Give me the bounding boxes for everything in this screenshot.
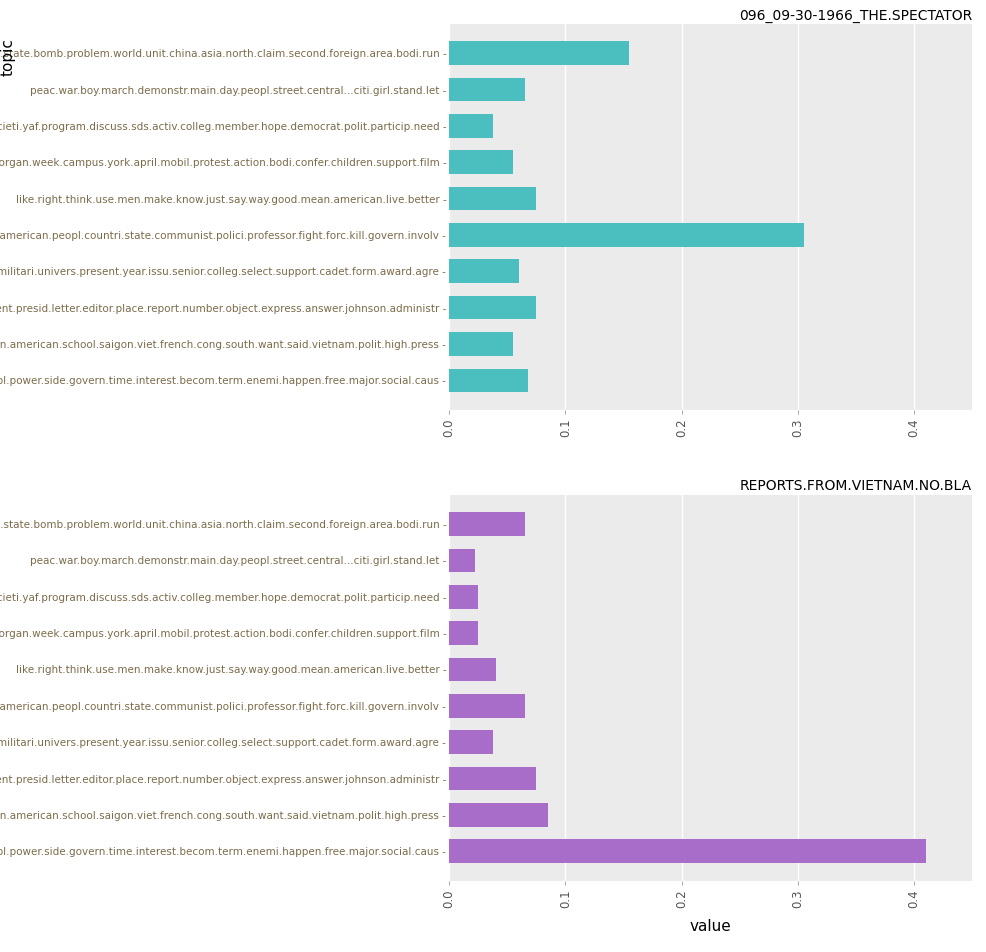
Bar: [449, 840, 925, 863]
Bar: [449, 694, 525, 718]
X-axis label: value: value: [689, 920, 731, 934]
Text: topic: topic: [0, 38, 16, 76]
Bar: [449, 260, 519, 283]
Text: 096_09-30-1966_THE.SPECTATOR: 096_09-30-1966_THE.SPECTATOR: [739, 9, 971, 23]
Bar: [449, 512, 525, 536]
Bar: [449, 187, 535, 210]
Text: REPORTS.FROM.VIETNAM.NO.BLA: REPORTS.FROM.VIETNAM.NO.BLA: [740, 480, 971, 493]
Bar: [449, 114, 493, 138]
Bar: [449, 730, 493, 754]
Bar: [449, 658, 495, 682]
Bar: [449, 766, 535, 790]
Bar: [449, 548, 474, 572]
Bar: [449, 622, 477, 645]
Bar: [449, 803, 547, 826]
Bar: [449, 150, 513, 174]
Bar: [449, 332, 513, 356]
Bar: [449, 368, 528, 392]
Bar: [449, 223, 803, 247]
Bar: [449, 296, 535, 320]
Bar: [449, 78, 525, 101]
Bar: [449, 585, 477, 608]
Bar: [449, 41, 629, 65]
